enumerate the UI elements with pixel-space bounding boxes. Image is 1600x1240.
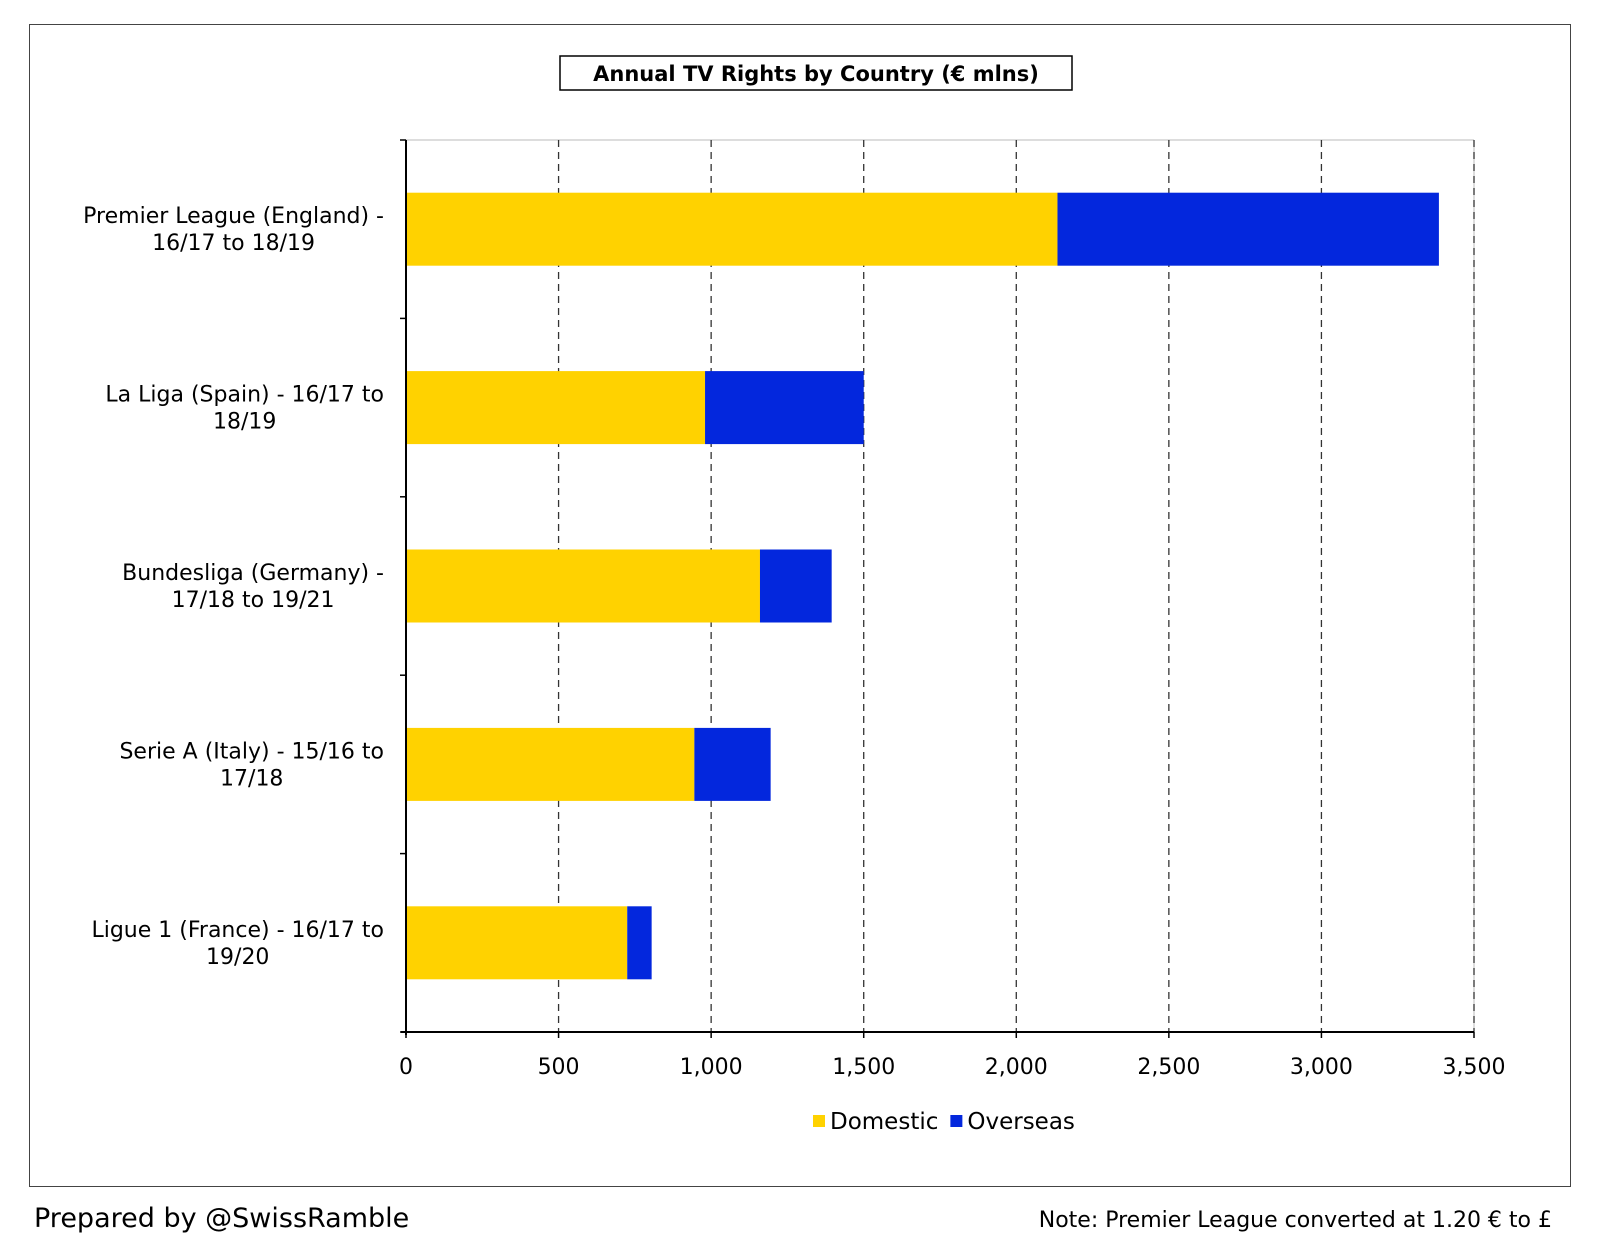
chart-frame: Annual TV Rights by Country (€ mlns) 0 50…: [29, 24, 1571, 1187]
bar-overseas-0: [1057, 192, 1439, 266]
x-tick-label-5: 2,500: [1137, 1055, 1200, 1080]
conversion-note: Note: Premier League converted at 1.20 €…: [1038, 1208, 1552, 1233]
chart-title: Annual TV Rights by Country (€ mlns): [593, 62, 1039, 86]
y-category-label-3: Serie A (Italy) - 15/16 to 17/18: [119, 739, 384, 791]
chart-svg: Annual TV Rights by Country (€ mlns) 0 50…: [83, 55, 1505, 1135]
prepared-by-credit: Prepared by @SwissRamble: [34, 1203, 410, 1234]
chart-title-box: [559, 55, 1073, 91]
bar-overseas-2: [759, 549, 832, 623]
x-tick-label-2: 1,000: [680, 1055, 743, 1080]
y-category-label-2: Bundesliga (Germany) -17/18 to 19/21: [122, 561, 384, 613]
grid-lines: [557, 140, 1475, 1032]
y-category-label-0: Premier League (England) -16/17 to 18/19: [83, 204, 384, 256]
bar-overseas-3: [694, 727, 771, 801]
x-tick-label-7: 3,500: [1443, 1055, 1506, 1080]
x-tick-label-6: 3,000: [1290, 1055, 1353, 1080]
axes: [400, 139, 1475, 1038]
x-tick-label-1: 500: [538, 1055, 580, 1080]
x-axis-tick-labels: 0 500 1,000 1,500 2,000 2,500 3,000 3,500: [399, 1055, 1505, 1080]
y-category-label-4: Ligue 1 (France) - 16/17 to 19/20: [91, 918, 384, 970]
legend-swatch-overseas: [950, 1115, 963, 1127]
bar-domestic-4: [406, 906, 628, 980]
y-axis-category-labels: Premier League (England) -16/17 to 18/19…: [83, 204, 384, 970]
bar-domestic-1: [406, 371, 706, 445]
legend-label-overseas: Overseas: [967, 1109, 1075, 1135]
x-tick-label-0: 0: [399, 1055, 413, 1080]
chart-title-group: Annual TV Rights by Country (€ mlns): [559, 55, 1073, 91]
bar-domestic-0: [406, 192, 1058, 266]
y-category-label-1: La Liga (Spain) - 16/17 to 18/19: [105, 383, 384, 435]
legend: Domestic Overseas: [813, 1109, 1075, 1135]
legend-swatch-domestic: [813, 1115, 825, 1127]
bar-domestic-2: [406, 549, 760, 623]
bar-overseas-1: [705, 371, 864, 445]
x-tick-label-3: 1,500: [832, 1055, 895, 1080]
bar-overseas-4: [627, 906, 652, 980]
x-tick-label-4: 2,000: [985, 1055, 1048, 1080]
legend-label-domestic: Domestic: [830, 1109, 938, 1135]
bar-domestic-3: [406, 727, 695, 801]
bars: [406, 192, 1439, 980]
